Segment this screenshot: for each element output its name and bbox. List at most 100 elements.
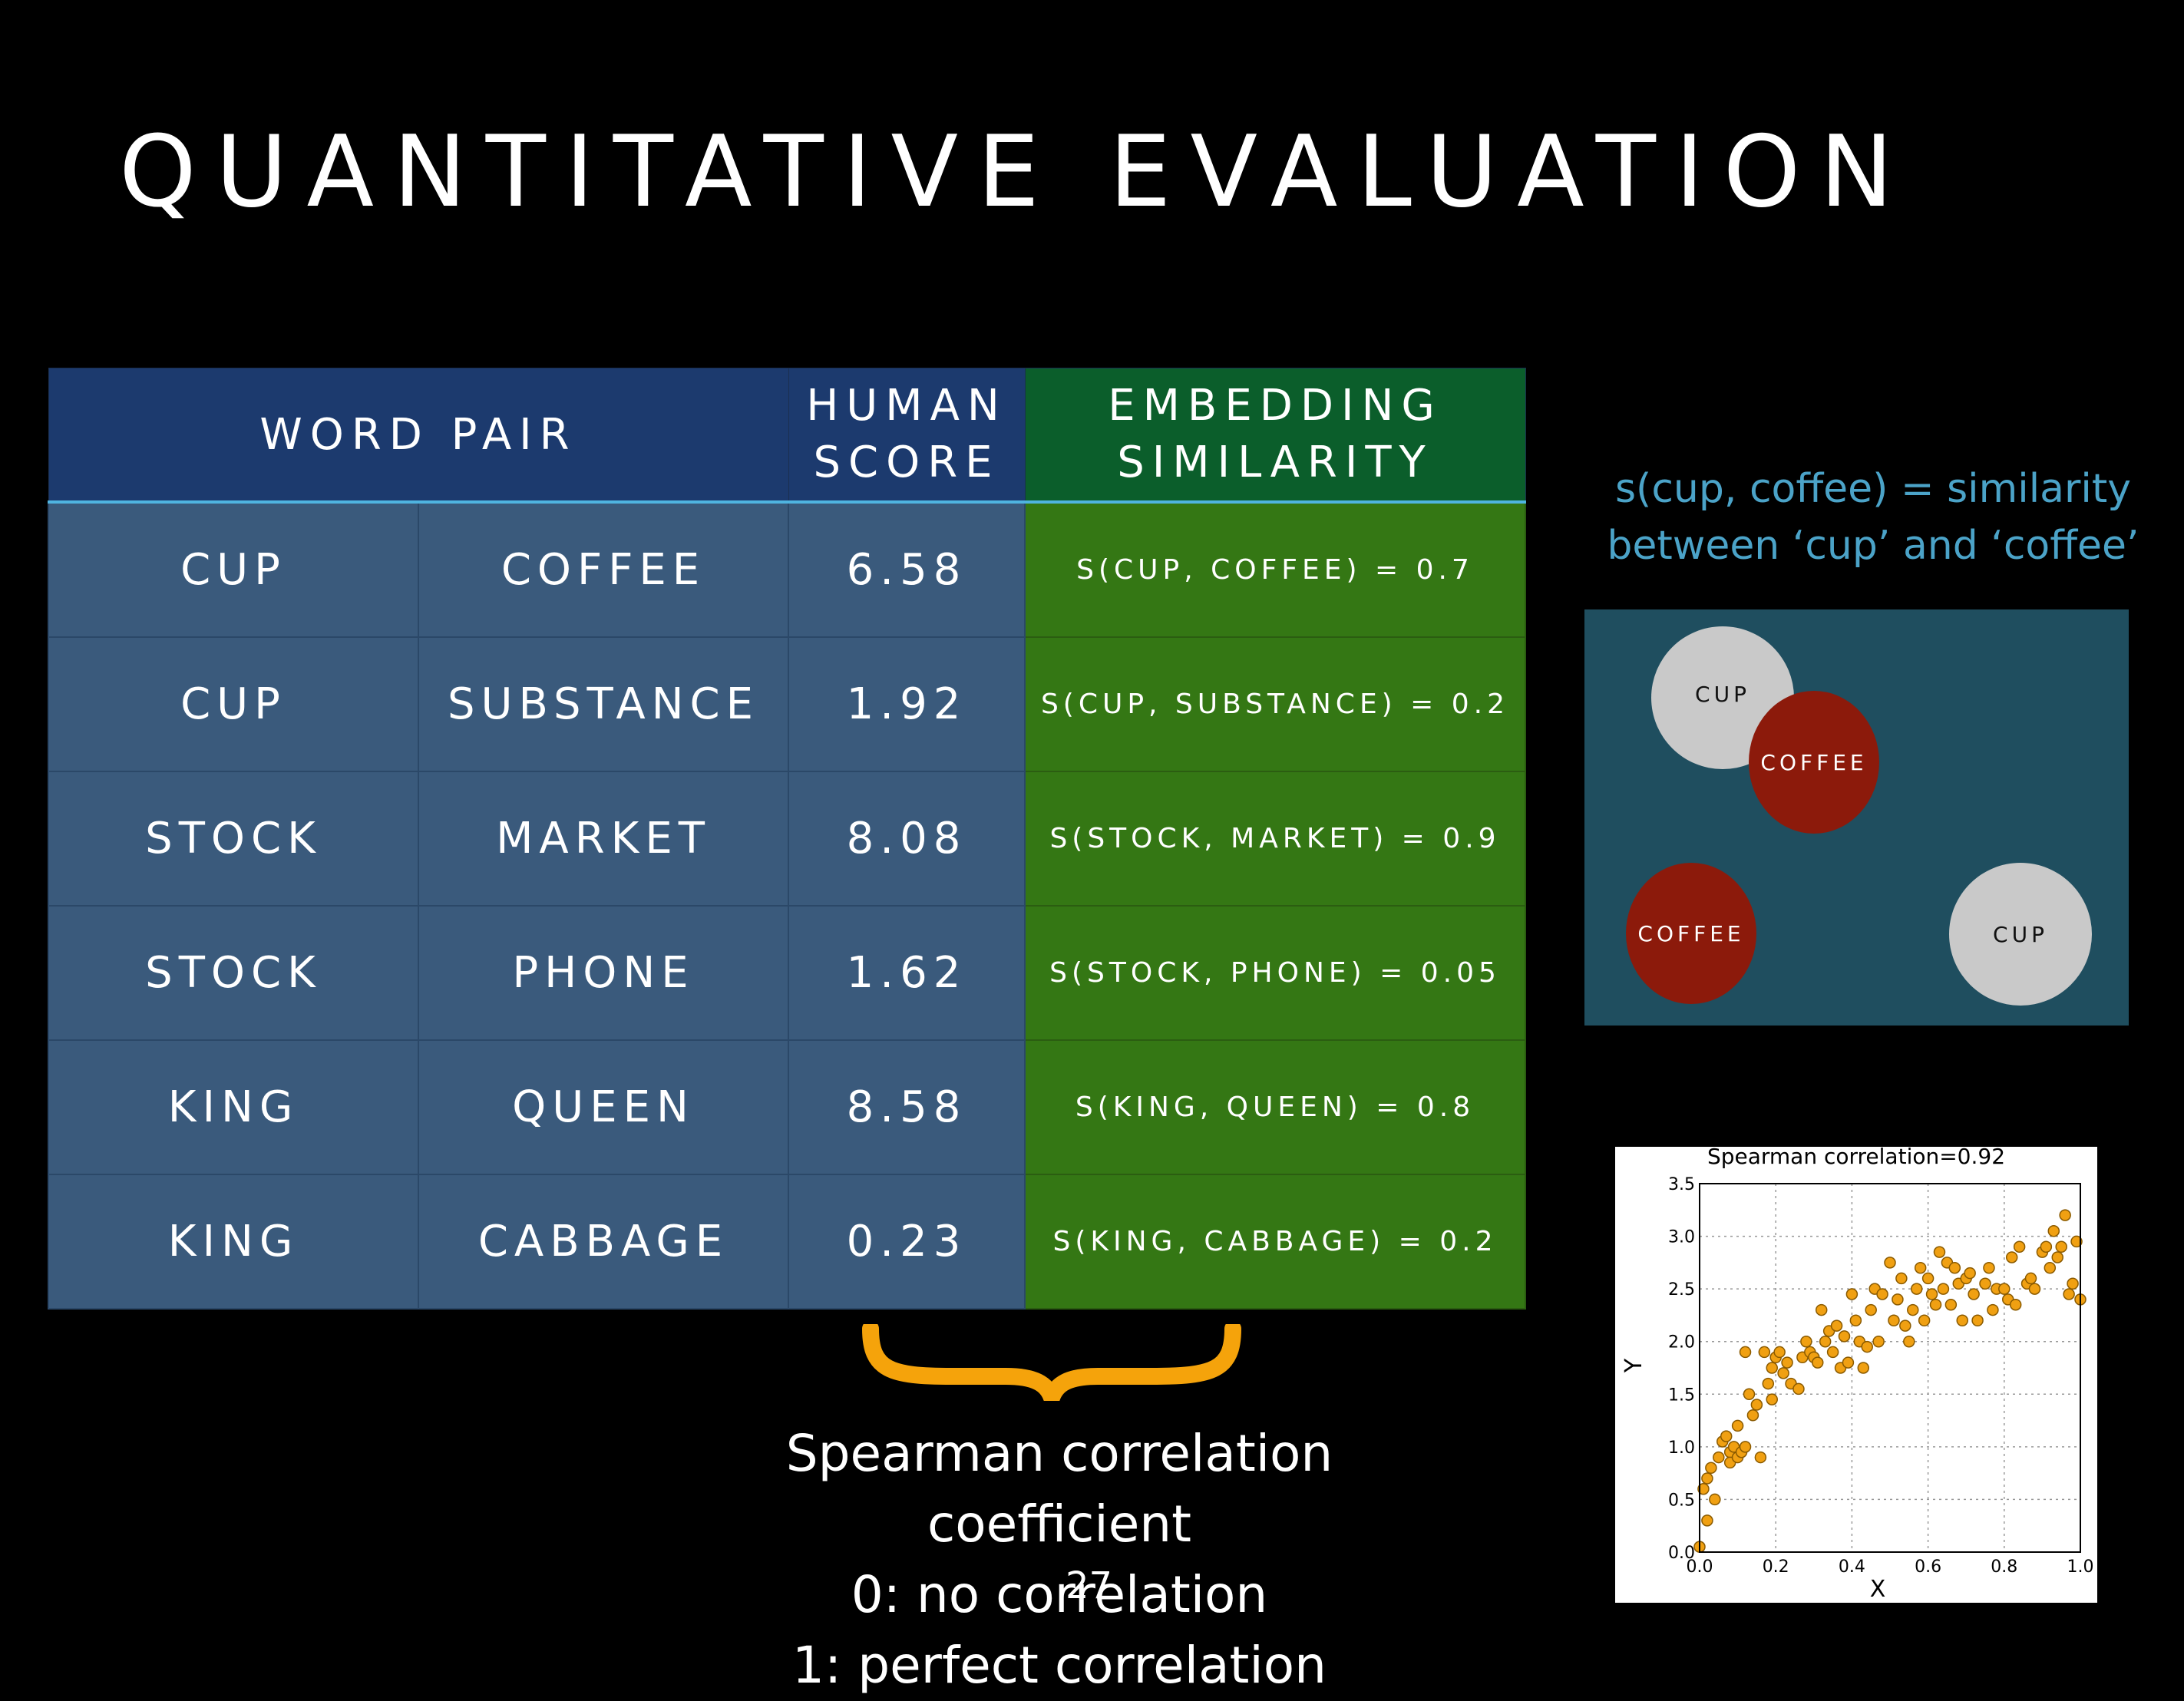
scatter-point [1713, 1451, 1725, 1464]
y-tick-label: 1.5 [1668, 1386, 1695, 1405]
word-2-cell: PHONE [418, 905, 789, 1041]
table-row: KING QUEEN 8.58 S(KING, QUEEN) = 0.8 [48, 1039, 1526, 1175]
table-row: STOCK PHONE 1.62 S(STOCK, PHONE) = 0.05 [48, 905, 1526, 1041]
human-score-cell: 0.23 [788, 1174, 1026, 1310]
scatter-point [1944, 1298, 1958, 1311]
y-tick-label: 0.5 [1668, 1491, 1695, 1510]
page-number: 27 [1066, 1564, 1113, 1607]
scatter-point [1971, 1314, 1984, 1327]
scatter-point [1914, 1261, 1927, 1274]
embedding-similarity-cell: S(KING, QUEEN) = 0.8 [1024, 1039, 1526, 1175]
spearman-line2: 0: no correlation [851, 1565, 1268, 1624]
y-tick-label: 1.0 [1668, 1438, 1695, 1458]
scatter-point [2009, 1298, 2022, 1311]
embedding-similarity-cell: S(CUP, COFFEE) = 0.7 [1024, 501, 1526, 638]
scatter-point [1861, 1340, 1873, 1353]
table-header-row: WORD PAIR HUMAN SCORE EMBEDDING SIMILARITY [48, 368, 1526, 504]
word-2-cell: MARKET [418, 771, 789, 907]
header-human-score: HUMAN SCORE [788, 368, 1026, 504]
coffee-label-close: COFFEE [1760, 749, 1868, 775]
header-word-pair: WORD PAIR [48, 368, 789, 504]
scatter-point [1876, 1288, 1888, 1300]
table-row: STOCK MARKET 8.08 S(STOCK, MARKET) = 0.9 [48, 771, 1526, 907]
similarity-caption: s(cup, coffee) = similarity between ‘cup… [1213, 461, 2184, 574]
word-1-cell: KING [48, 1174, 419, 1310]
spearman-scatter-chart: 0.0 0.2 0.4 0.6 0.8 1.0 0.0 0.5 1.0 1.5 2.0 2.5 3.0 3… [1615, 1147, 2097, 1603]
scatter-point [1884, 1257, 1896, 1269]
human-score-cell: 1.62 [788, 905, 1026, 1041]
word-1-cell: STOCK [48, 905, 419, 1041]
scatter-point [1899, 1320, 1911, 1332]
scatter-point [1842, 1356, 1855, 1369]
human-score-cell: 6.58 [788, 501, 1026, 638]
similarity-caption-line2: between ‘cup’ and ‘coffee’ [1607, 523, 2139, 569]
scatter-point [1746, 1409, 1759, 1422]
scatter-point [1998, 1283, 2011, 1295]
scatter-point [2067, 1277, 2079, 1290]
y-tick-label: 0.0 [1668, 1544, 1695, 1563]
scatter-point [1933, 1246, 1946, 1258]
table-row: CUP COFFEE 6.58 S(CUP, COFFEE) = 0.7 [48, 501, 1526, 638]
scatter-point [1888, 1314, 1900, 1327]
scatter-point [1956, 1314, 1968, 1327]
word-2-cell: COFFEE [418, 501, 789, 638]
y-tick-label: 3.5 [1668, 1175, 1695, 1194]
scatter-point [1979, 1277, 1991, 1290]
embedding-similarity-cell: S(CUP, SUBSTANCE) = 0.2 [1024, 636, 1526, 772]
scatter-point [2059, 1209, 2071, 1221]
scatter-point [2005, 1251, 2018, 1263]
embedding-similarity-cell: S(STOCK, MARKET) = 0.9 [1024, 771, 1526, 907]
similarity-caption-line1: s(cup, coffee) = similarity [1614, 466, 2132, 512]
scatter-point [1964, 1267, 1976, 1280]
cup-circle-far: CUP [1949, 863, 2092, 1006]
word-2-cell: CABBAGE [418, 1174, 789, 1310]
scatter-point [2040, 1240, 2053, 1253]
scatter-point [1921, 1272, 1935, 1285]
scatter-point [1826, 1346, 1839, 1359]
x-tick-label: 0.4 [1839, 1557, 1865, 1577]
embedding-similarity-cell: S(STOCK, PHONE) = 0.05 [1024, 905, 1526, 1041]
scatter-point [1925, 1288, 1938, 1300]
embedding-similarity-cell: S(KING, CABBAGE) = 0.2 [1024, 1174, 1526, 1310]
word-2-cell: SUBSTANCE [418, 636, 789, 772]
scatter-point [1762, 1377, 1775, 1390]
header-embedding-similarity: EMBEDDING SIMILARITY [1024, 368, 1526, 504]
scatter-point [1766, 1393, 1778, 1405]
x-axis-label: X [1870, 1576, 1886, 1603]
scatter-point [1731, 1419, 1744, 1432]
scatter-point [1739, 1441, 1752, 1453]
scatter-point [1754, 1451, 1767, 1464]
header-human-line1: HUMAN [806, 381, 1007, 431]
scatter-point [1830, 1320, 1843, 1332]
scatter-point [1838, 1330, 1851, 1343]
scatter-point [2055, 1240, 2067, 1253]
spearman-line3: 1: perfect correlation [792, 1636, 1327, 1695]
scatter-point [1766, 1362, 1778, 1374]
scatter-point [1903, 1335, 1915, 1348]
scatter-point [1812, 1356, 1824, 1369]
human-score-cell: 8.58 [788, 1039, 1026, 1175]
scatter-point [2051, 1251, 2063, 1263]
scatter-point [2044, 1261, 2057, 1274]
spearman-explanation: Spearman correlation coefficient 0: no c… [676, 1419, 1443, 1701]
x-tick-label: 0.8 [1991, 1557, 2017, 1577]
scatter-point [1872, 1335, 1885, 1348]
scatter-point [1777, 1367, 1789, 1379]
scatter-point [1705, 1462, 1717, 1475]
chart-title: Spearman correlation=0.92 [1707, 1147, 2005, 1169]
scatter-point [1968, 1288, 1980, 1300]
scatter-point [1857, 1362, 1870, 1374]
word-2-cell: QUEEN [418, 1039, 789, 1175]
scatter-point [1948, 1261, 1961, 1274]
scatter-point [2024, 1272, 2037, 1285]
scatter-point [1819, 1335, 1832, 1348]
scatter-point [1937, 1283, 1950, 1295]
scatter-point [2028, 1283, 2041, 1295]
table-row: CUP SUBSTANCE 1.92 S(CUP, SUBSTANCE) = 0… [48, 636, 1526, 772]
scatter-point [1792, 1382, 1805, 1395]
scatter-point [1773, 1346, 1786, 1359]
scatter-point [1739, 1346, 1752, 1359]
scatter-point [1987, 1303, 1999, 1316]
header-emb-line1: EMBEDDING [1108, 381, 1442, 431]
x-tick-label: 0.2 [1763, 1557, 1789, 1577]
